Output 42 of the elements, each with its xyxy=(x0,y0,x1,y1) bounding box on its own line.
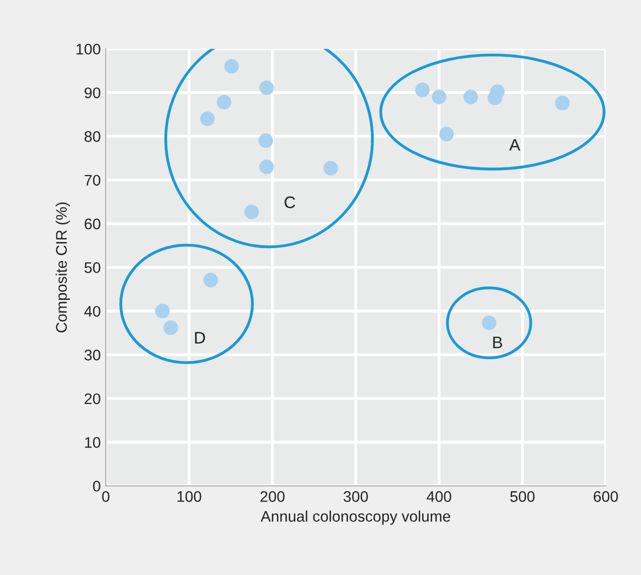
y-tick-label: 10 xyxy=(85,437,100,448)
y-tick-label: 100 xyxy=(76,44,100,55)
point xyxy=(259,80,274,96)
y-tick-label: 0 xyxy=(93,480,100,492)
x-axis-title: Annual colonoscopy volume xyxy=(260,510,450,525)
point xyxy=(482,316,496,330)
point xyxy=(258,133,274,148)
point xyxy=(259,160,274,174)
x-tick-label: 100 xyxy=(178,491,202,502)
point xyxy=(323,160,338,176)
point xyxy=(155,304,170,318)
x-tick-label: 200 xyxy=(260,491,285,502)
x-tick-label: 400 xyxy=(426,491,452,502)
series-label: D xyxy=(195,332,205,344)
point xyxy=(415,82,430,98)
point xyxy=(463,90,478,104)
y-tick-label: 40 xyxy=(84,306,100,317)
point xyxy=(555,96,570,110)
y-tick-label: 90 xyxy=(84,87,100,98)
y-tick-label: 80 xyxy=(84,131,100,142)
point xyxy=(488,90,502,106)
point xyxy=(432,90,446,104)
text: A xyxy=(509,139,520,151)
x-tick-label: 600 xyxy=(594,491,618,502)
point xyxy=(163,320,178,335)
y-tick-label: 70 xyxy=(84,174,100,186)
x-tick-label: 500 xyxy=(510,491,535,502)
point xyxy=(224,59,239,74)
y-tick-label: 20 xyxy=(84,393,100,404)
series-label: B xyxy=(493,336,502,348)
point xyxy=(439,126,454,142)
point xyxy=(244,204,259,220)
point xyxy=(216,94,232,110)
x-tick-label: 0 xyxy=(102,491,110,502)
point xyxy=(203,272,218,288)
x-tick-label: 300 xyxy=(344,491,368,502)
y-tick-label: 60 xyxy=(84,218,100,230)
y-tick-label: 30 xyxy=(84,350,100,360)
point xyxy=(200,112,215,126)
series-label: C xyxy=(284,196,296,208)
y-axis-title: Composite CIR (%) xyxy=(56,202,70,332)
y-tick-label: 50 xyxy=(84,262,100,274)
